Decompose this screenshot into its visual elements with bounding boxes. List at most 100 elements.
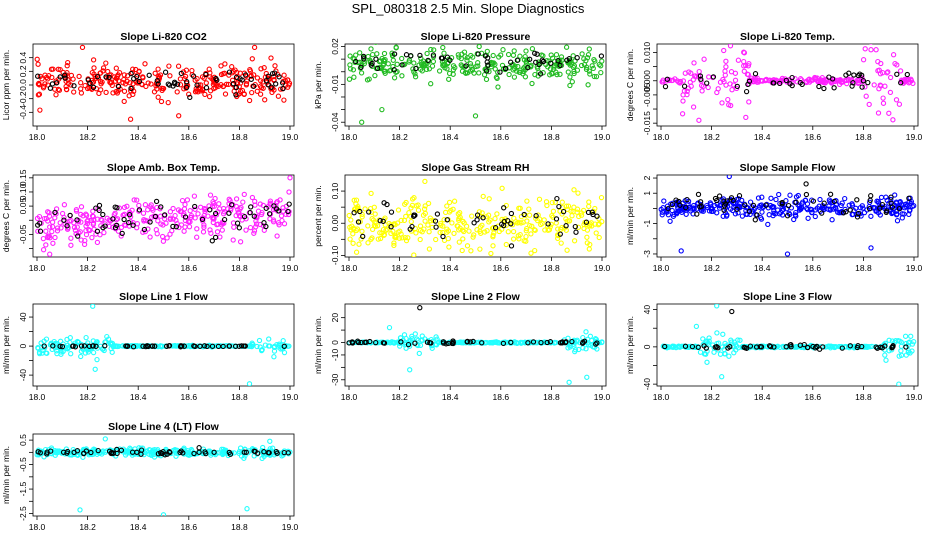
y-tick-label: 20 [330, 313, 340, 323]
data-point [741, 49, 747, 55]
x-tick-label: 18.6 [181, 522, 198, 532]
data-point [196, 449, 202, 455]
y-tick-label: 1 [642, 191, 652, 196]
data-point [358, 70, 365, 76]
data-point [281, 97, 287, 103]
data-point [214, 229, 221, 235]
data-point [905, 77, 912, 83]
x-tick-label: 18.0 [653, 263, 670, 273]
data-point [809, 209, 815, 215]
data-point [847, 207, 853, 213]
data-point [374, 51, 380, 57]
data-point [539, 220, 545, 227]
data-point [199, 216, 206, 223]
data-point [100, 211, 106, 218]
data-point [233, 92, 239, 98]
data-point [194, 226, 200, 232]
data-point [377, 235, 384, 242]
y-tick-label: -0.4 [18, 105, 28, 120]
data-point [716, 205, 723, 211]
data-point [164, 451, 170, 457]
data-point [854, 344, 860, 351]
data-point [471, 220, 477, 226]
data-point [437, 229, 443, 236]
data-point [377, 230, 383, 236]
data-point [543, 199, 550, 205]
data-point [571, 70, 577, 77]
data-point [154, 78, 160, 84]
data-point [103, 89, 109, 96]
data-point [251, 230, 257, 236]
data-point [727, 344, 733, 350]
data-point [495, 84, 501, 90]
data-point [178, 343, 184, 349]
data-point [846, 70, 852, 76]
data-point [104, 333, 110, 340]
data-point [814, 75, 820, 81]
data-point [85, 217, 91, 223]
data-point [866, 206, 873, 212]
data-point [578, 62, 585, 69]
data-point [854, 197, 860, 203]
data-point [64, 450, 70, 456]
data-point [395, 229, 401, 235]
data-point [365, 53, 371, 60]
data-point [353, 249, 360, 255]
data-point [484, 339, 490, 346]
data-point [405, 341, 412, 348]
data-point [720, 213, 726, 219]
data-point [793, 199, 799, 205]
data-point [427, 215, 433, 221]
data-point [67, 335, 73, 341]
data-point [102, 339, 108, 345]
data-point [826, 74, 832, 80]
data-point [587, 71, 593, 77]
data-point [385, 61, 391, 67]
data-point [571, 68, 577, 75]
data-point [181, 86, 187, 92]
data-point [862, 84, 868, 90]
data-point [505, 218, 511, 224]
data-point [375, 65, 381, 72]
x-tick-label: 19.0 [282, 263, 299, 273]
data-point [664, 76, 670, 82]
data-point [422, 178, 428, 185]
x-tick-label: 18.6 [805, 263, 822, 273]
data-point [259, 347, 265, 353]
data-point [514, 57, 521, 63]
data-point [233, 84, 239, 91]
data-point [560, 208, 567, 215]
data-point [750, 202, 757, 209]
x-tick-label: 18.4 [442, 392, 459, 402]
data-point [40, 235, 47, 242]
data-point [839, 345, 845, 351]
data-point [286, 189, 292, 195]
data-point [134, 225, 140, 231]
plot-area: Slope Line 2 Flow -30 -10 0 20 ml/min per min… [313, 291, 611, 402]
data-point [360, 233, 366, 240]
data-point [402, 234, 408, 241]
data-point [152, 343, 158, 349]
data-point [268, 55, 274, 61]
data-point [220, 205, 227, 212]
data-point [407, 337, 413, 344]
x-tick-label: 18.0 [341, 263, 358, 273]
data-point [592, 205, 598, 212]
data-point [598, 53, 605, 59]
data-point [736, 193, 743, 199]
data-point [583, 66, 590, 73]
data-point [260, 223, 267, 229]
data-point [37, 450, 43, 456]
data-point [676, 79, 682, 85]
data-point [190, 73, 197, 79]
data-point [735, 57, 742, 63]
data-point [536, 196, 543, 202]
data-point [77, 507, 83, 513]
y-tick-label: 0 [330, 340, 340, 345]
data-point [445, 228, 452, 234]
data-point [449, 340, 455, 347]
data-point [97, 70, 104, 76]
data-point [229, 202, 235, 208]
data-point [784, 213, 791, 219]
